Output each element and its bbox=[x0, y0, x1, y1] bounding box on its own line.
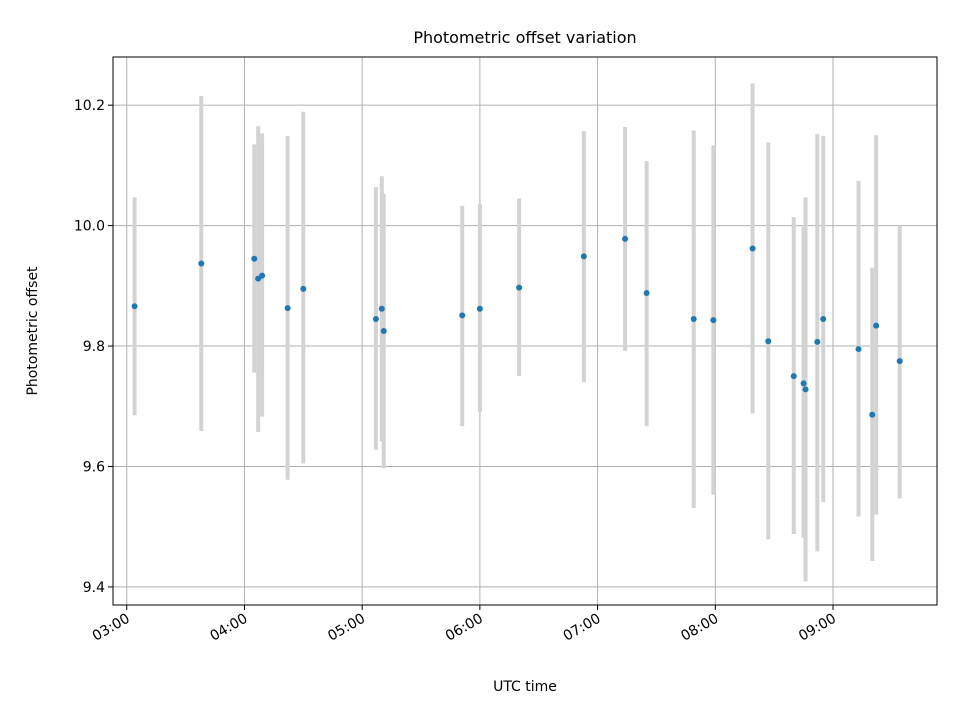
y-tick-label: 10.2 bbox=[74, 98, 105, 114]
y-tick-label: 9.8 bbox=[83, 339, 105, 355]
data-point bbox=[643, 290, 650, 297]
data-point bbox=[690, 315, 697, 322]
y-tick-label: 9.4 bbox=[83, 580, 105, 596]
data-points bbox=[131, 235, 903, 418]
data-point bbox=[749, 245, 756, 252]
data-point bbox=[814, 338, 821, 345]
data-point bbox=[622, 235, 629, 242]
y-axis-ticks: 9.4 9.6 9.8 10.0 10.2 bbox=[74, 98, 113, 596]
data-point bbox=[710, 317, 717, 324]
data-point bbox=[131, 303, 138, 310]
data-point bbox=[580, 253, 587, 260]
data-point bbox=[459, 312, 466, 319]
data-point bbox=[765, 338, 772, 345]
chart-title: Photometric offset variation bbox=[413, 28, 636, 47]
y-tick-label: 10.0 bbox=[74, 219, 105, 235]
data-point bbox=[873, 322, 880, 329]
data-point bbox=[802, 386, 809, 393]
data-point bbox=[516, 284, 523, 291]
data-point bbox=[820, 315, 827, 322]
data-point bbox=[790, 373, 797, 380]
data-point bbox=[869, 411, 876, 418]
y-tick-label: 9.6 bbox=[83, 459, 105, 475]
data-point bbox=[476, 305, 483, 312]
y-axis-label: Photometric offset bbox=[25, 266, 41, 396]
data-point bbox=[378, 305, 385, 312]
data-point bbox=[855, 346, 862, 353]
data-point bbox=[284, 305, 291, 312]
data-point bbox=[198, 260, 205, 267]
data-point bbox=[300, 285, 307, 292]
data-point bbox=[251, 255, 258, 262]
data-point bbox=[896, 358, 903, 365]
grid bbox=[113, 57, 937, 605]
data-point bbox=[800, 380, 807, 387]
x-axis-label: UTC time bbox=[493, 679, 557, 695]
plot-frame bbox=[112, 56, 938, 606]
data-point bbox=[372, 315, 379, 322]
data-point bbox=[380, 328, 387, 334]
data-point bbox=[259, 272, 266, 279]
